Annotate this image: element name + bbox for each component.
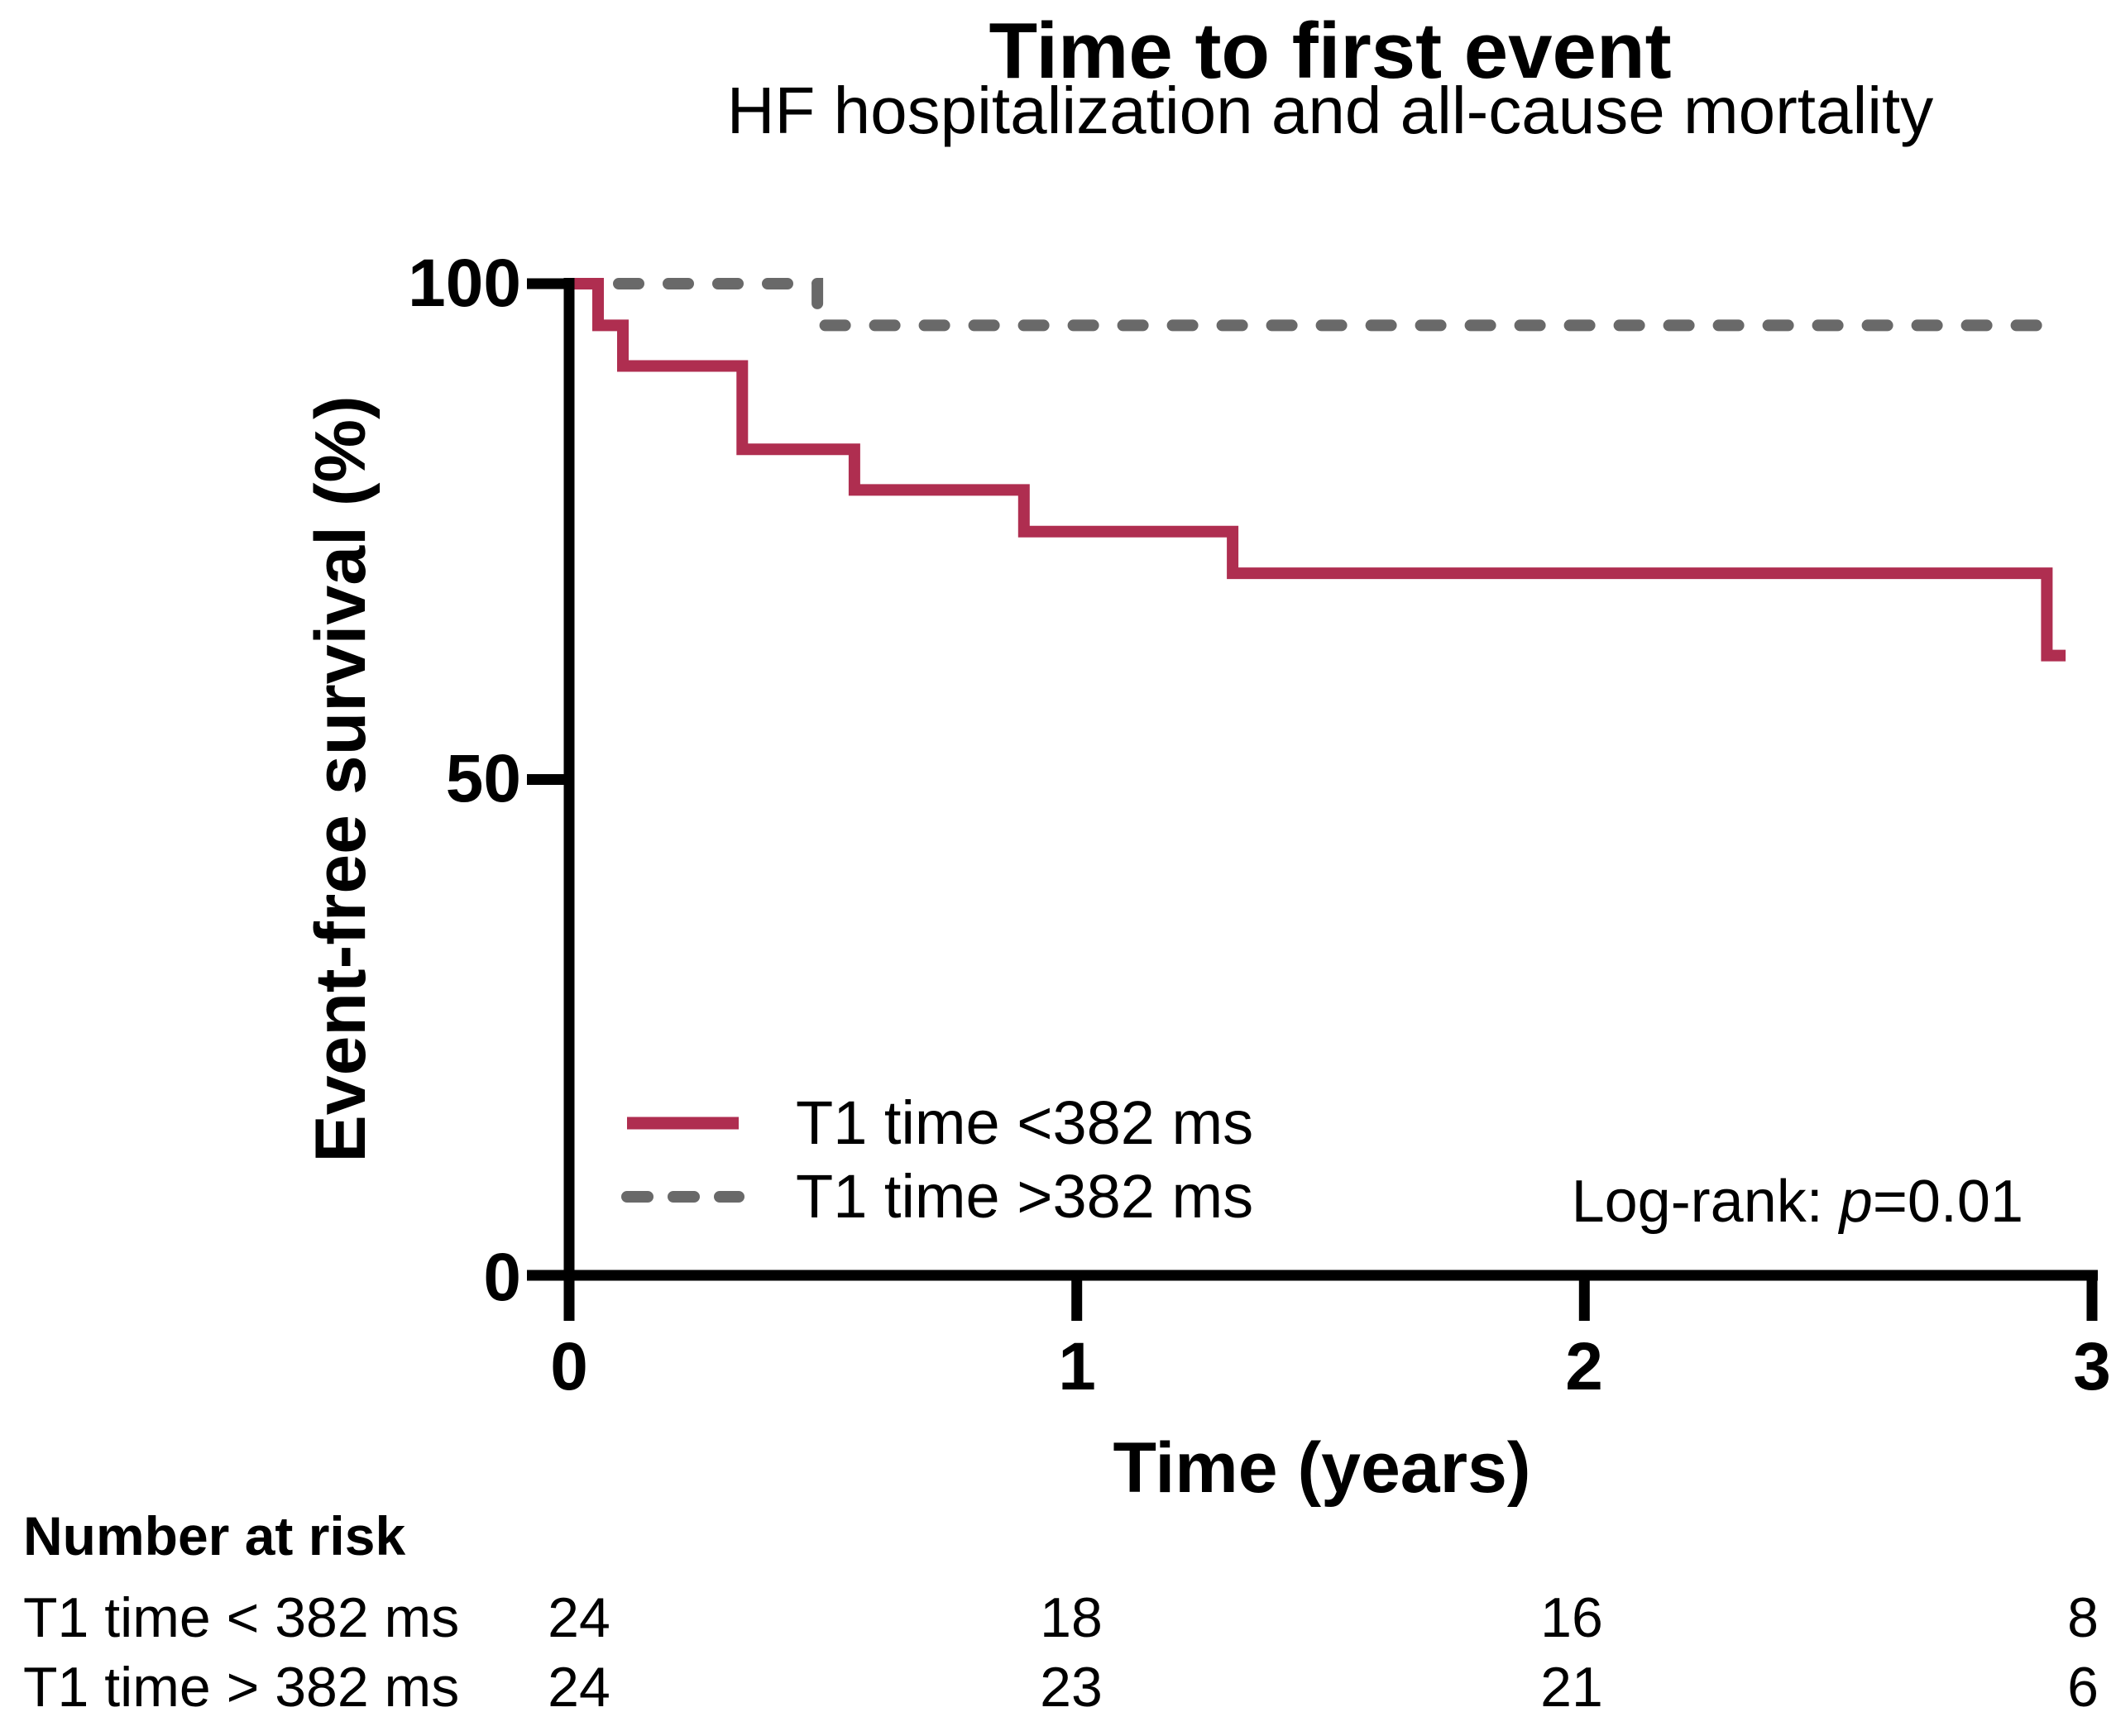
x-tick-label-0: 0	[550, 1329, 588, 1404]
y-axis-ticks	[527, 278, 569, 1281]
risk-value: 24	[548, 1656, 610, 1719]
risk-row-label-over-382: T1 time > 382 ms	[23, 1656, 460, 1719]
risk-value: 16	[1540, 1586, 1603, 1649]
km-curve-t1-under-382	[569, 278, 2066, 662]
log-rank-p-value: =0.01	[1872, 1169, 2023, 1235]
risk-value: 23	[1040, 1656, 1103, 1719]
log-rank-prefix: Log-rank:	[1571, 1169, 1840, 1235]
legend-label-t1-under-382: T1 time <382 ms	[796, 1088, 1254, 1157]
y-tick-label-100: 100	[408, 246, 521, 321]
risk-row-label-under-382: T1 time < 382 ms	[23, 1586, 460, 1649]
risk-value: 24	[548, 1586, 610, 1649]
risk-table-header: Number at risk	[23, 1505, 406, 1566]
risk-value: 6	[2067, 1656, 2099, 1719]
chart-subtitle: HF hospitalization and all-cause mortali…	[726, 74, 1934, 147]
y-tick-label-50: 50	[445, 741, 521, 816]
legend-label-t1-over-382: T1 time >382 ms	[796, 1162, 1254, 1231]
x-tick-label-3: 3	[2073, 1329, 2111, 1404]
risk-value: 18	[1040, 1586, 1103, 1649]
risk-value: 8	[2067, 1586, 2099, 1649]
y-tick-label-0: 0	[483, 1240, 521, 1315]
log-rank-annotation: Log-rank: p=0.01	[1572, 1172, 2023, 1231]
x-tick-label-1: 1	[1058, 1329, 1096, 1404]
x-axis-ticks	[563, 1280, 2098, 1321]
log-rank-p-symbol: p	[1839, 1169, 1873, 1235]
risk-value: 21	[1540, 1656, 1603, 1719]
chart-title: Time to first event	[989, 7, 1672, 95]
km-curve-t1-over-382	[563, 278, 2072, 332]
x-tick-label-2: 2	[1565, 1329, 1603, 1404]
y-axis-title: Event-free survival (%)	[301, 395, 381, 1163]
x-axis-title: Time (years)	[1113, 1428, 1531, 1508]
